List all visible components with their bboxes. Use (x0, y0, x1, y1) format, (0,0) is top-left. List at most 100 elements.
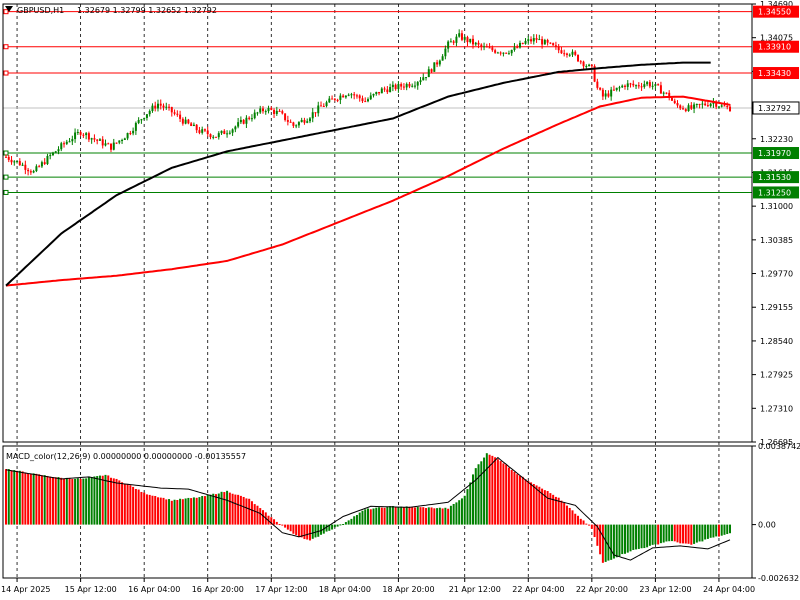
macd-bar (657, 524, 660, 545)
candle-body (173, 112, 176, 114)
macd-bar (488, 454, 491, 525)
candle-body (273, 109, 276, 114)
candle-body (154, 105, 157, 109)
y-tick-label: 1.31000 (760, 202, 793, 211)
level-marker (3, 189, 9, 195)
macd-bar (458, 500, 461, 525)
candle-body (179, 114, 182, 119)
candle-body (176, 113, 179, 115)
macd-bar (560, 500, 563, 525)
x-tick-label: 18 Apr 04:00 (319, 585, 371, 594)
macd-bar (701, 524, 704, 542)
price-labels: 1.34550 1.33910 1.33430 1.31970 1.31530 1.312… (752, 5, 800, 199)
macd-bar (546, 491, 549, 525)
x-tick-label: 21 Apr 12:00 (449, 585, 501, 594)
macd-bar (698, 524, 701, 542)
macd-bar (505, 464, 508, 525)
candle-body (361, 98, 364, 102)
macd-bar (659, 524, 662, 544)
candle-body (181, 118, 184, 124)
candle-body (557, 46, 560, 51)
macd-bar (717, 524, 720, 537)
candle-body (250, 118, 253, 120)
candle-body (717, 106, 720, 108)
macd-bar (599, 524, 602, 555)
candle-body (455, 36, 458, 43)
macd-bar (530, 482, 533, 525)
candle-body (132, 130, 135, 134)
candle-body (405, 83, 408, 88)
macd-bar (648, 524, 651, 546)
macd-bar (452, 503, 455, 525)
candle-body (317, 105, 320, 114)
macd-bar (129, 485, 132, 525)
candle-body (74, 132, 77, 140)
macd-bar (400, 506, 403, 525)
macd-bar (145, 494, 148, 525)
candle-body (129, 133, 132, 135)
ma-short-line (5, 61, 711, 287)
macd-bar (521, 476, 524, 525)
macd-bar (419, 507, 422, 525)
candle-body (554, 45, 557, 47)
macd-bar (618, 524, 621, 557)
candle-body (411, 85, 414, 87)
candle-body (248, 117, 251, 119)
level-price-box (753, 147, 799, 160)
candle-body (308, 118, 311, 122)
macd-bar (502, 463, 505, 525)
candle-body (331, 98, 334, 100)
symbol-marker-icon (5, 6, 13, 12)
macd-bar (126, 483, 129, 525)
candle-body (458, 33, 461, 37)
macd-bar (295, 524, 298, 536)
macd-bar (477, 464, 480, 525)
macd-bar (361, 510, 364, 525)
candle-body (640, 86, 643, 88)
macd-bar (331, 524, 334, 530)
candle-body (626, 83, 629, 87)
macd-bar (405, 506, 408, 525)
current-price-box (752, 101, 800, 115)
macd-panel (5, 453, 731, 563)
macd-bar (510, 470, 513, 525)
y-tick-label: 1.28540 (760, 337, 793, 346)
candle-body (98, 139, 101, 141)
candle-body (496, 52, 499, 54)
macd-bar (40, 475, 43, 525)
macd-bar (170, 500, 173, 525)
macd-bar (726, 524, 729, 535)
macd-bar (278, 524, 281, 526)
candle-body (220, 130, 223, 134)
candle-body (303, 119, 306, 123)
macd-bar (87, 477, 90, 525)
macd-bar (577, 515, 580, 525)
macd-bar (181, 499, 184, 525)
candle-body (646, 82, 649, 85)
macd-bar (474, 468, 477, 525)
candle-body (344, 95, 347, 98)
macd-bar (378, 507, 381, 525)
candle-body (369, 95, 372, 100)
macd-bar (646, 524, 649, 548)
candle-body (507, 53, 510, 55)
candle-body (118, 140, 121, 143)
macd-bar (535, 485, 538, 525)
candle-body (215, 136, 218, 138)
macd-bar (543, 490, 546, 525)
candle-body (662, 92, 665, 94)
macd-bar (195, 497, 198, 525)
macd-bar (234, 494, 237, 525)
candle-body (259, 108, 262, 113)
candle-body (618, 87, 621, 89)
level-price-label: 1.33910 (758, 43, 791, 52)
macd-bar (325, 524, 328, 532)
macd-bar (300, 524, 303, 538)
macd-bar (201, 496, 204, 525)
candle-body (574, 51, 577, 55)
macd-bar (226, 490, 229, 525)
candle-body (54, 151, 57, 153)
candle-body (380, 88, 383, 94)
macd-bar (13, 470, 16, 525)
